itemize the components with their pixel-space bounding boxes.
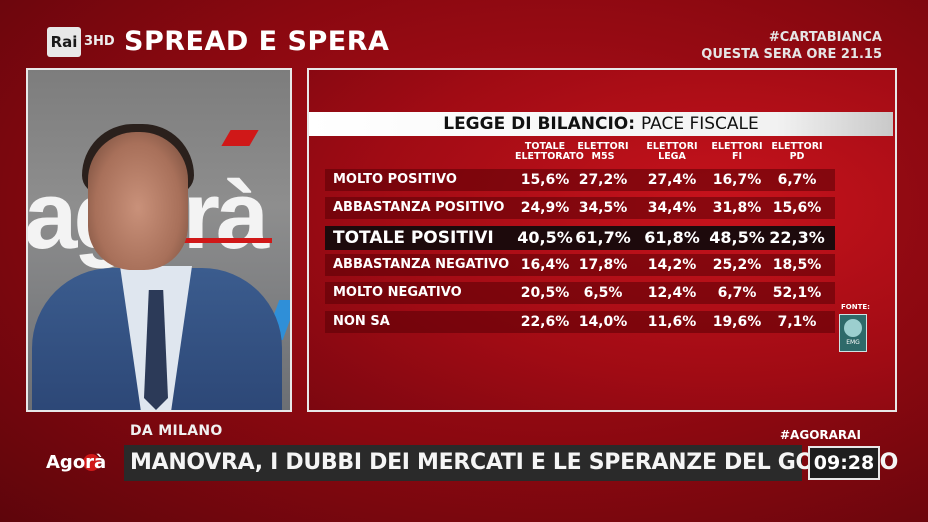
row-value: 14,0% — [578, 314, 628, 330]
row-value: 6,7% — [717, 285, 757, 301]
row-value: 15,6% — [772, 200, 822, 216]
column-header: ELETTORI LEGA — [642, 142, 702, 162]
row-label: ABBASTANZA NEGATIVO — [333, 257, 510, 272]
poll-row: MOLTO POSITIVO 15,6% 27,2% 27,4% 16,7% 6… — [325, 169, 835, 191]
row-value: 16,7% — [712, 172, 762, 188]
row-value: 6,7% — [777, 172, 817, 188]
poll-title-bold: LEGGE DI BILANCIO: — [443, 114, 636, 134]
row-value: 22,3% — [769, 228, 825, 247]
row-label: MOLTO NEGATIVO — [333, 285, 462, 300]
row-label: NON SA — [333, 314, 390, 329]
row-value: 61,7% — [575, 228, 631, 247]
row-value: 61,8% — [644, 228, 700, 247]
row-value: 52,1% — [772, 285, 822, 301]
headline-ticker: MANOVRA, I DUBBI DEI MERCATI E LE SPERAN… — [124, 445, 898, 481]
rai-logo: Rai — [47, 27, 81, 57]
column-header: ELETTORI M5S — [573, 142, 633, 162]
source-label: FONTE: — [841, 303, 870, 311]
row-value: 19,6% — [712, 314, 762, 330]
column-header-line1: TOTALE — [524, 141, 566, 152]
column-header-line2: M5S — [591, 151, 615, 162]
source-logo: EMG — [839, 314, 867, 352]
poll-row: ABBASTANZA NEGATIVO 16,4% 17,8% 14,2% 25… — [325, 254, 835, 276]
column-header-line2: FI — [731, 151, 743, 162]
clock: 09:28 — [808, 446, 880, 480]
column-header-line1: ELETTORI — [646, 141, 698, 152]
row-value: 25,2% — [712, 257, 762, 273]
headline-text: MANOVRA, I DUBBI DEI MERCATI E LE SPERAN… — [130, 450, 898, 475]
source-logo-icon — [844, 319, 862, 337]
studio-accent-red — [221, 130, 259, 146]
promo-time: QUESTA SERA ORE 21.15 — [701, 47, 882, 62]
column-header-line1: ELETTORI — [771, 141, 823, 152]
column-header-line2: ELETTORATO — [515, 151, 584, 162]
program-hashtag: #AGORARAI — [780, 428, 861, 442]
poll-row: MOLTO NEGATIVO 20,5% 6,5% 12,4% 6,7% 52,… — [325, 282, 835, 304]
row-value: 22,6% — [520, 314, 570, 330]
poll-row-total: TOTALE POSITIVI 40,5% 61,7% 61,8% 48,5% … — [325, 226, 835, 250]
row-value: 17,8% — [578, 257, 628, 273]
row-value: 16,4% — [520, 257, 570, 273]
program-logo-text: Agorà — [46, 452, 107, 473]
row-value: 40,5% — [517, 228, 573, 247]
row-value: 27,4% — [647, 172, 697, 188]
source-logo-text: EMG — [846, 339, 860, 346]
program-logo-dot-icon — [83, 454, 100, 471]
row-value: 12,4% — [647, 285, 697, 301]
row-label: TOTALE POSITIVI — [333, 228, 494, 248]
poll-row: ABBASTANZA POSITIVO 24,9% 34,5% 34,4% 31… — [325, 197, 835, 219]
row-value: 24,9% — [520, 200, 570, 216]
row-value: 6,5% — [583, 285, 623, 301]
row-value: 20,5% — [520, 285, 570, 301]
poll-panel: LEGGE DI BILANCIO: PACE FISCALE TOTALE E… — [307, 68, 897, 412]
promo-hashtag: #CARTABIANCA — [768, 30, 882, 45]
row-label: MOLTO POSITIVO — [333, 172, 457, 187]
column-header-line2: PD — [789, 151, 805, 162]
column-header: ELETTORI FI — [707, 142, 767, 162]
studio-red-line — [178, 238, 272, 243]
column-header-line1: ELETTORI — [711, 141, 763, 152]
row-value: 7,1% — [777, 314, 817, 330]
row-value: 14,2% — [647, 257, 697, 273]
row-value: 34,4% — [647, 200, 697, 216]
column-header-line1: ELETTORI — [577, 141, 629, 152]
column-header-line2: LEGA — [658, 151, 686, 162]
column-header: ELETTORI PD — [767, 142, 827, 162]
row-label: ABBASTANZA POSITIVO — [333, 200, 505, 215]
location-label: DA MILANO — [130, 423, 223, 439]
row-value: 48,5% — [709, 228, 765, 247]
program-logo: Agorà — [46, 446, 118, 480]
channel-number: 3HD — [84, 34, 115, 49]
poll-row: NON SA 22,6% 14,0% 11,6% 19,6% 7,1% — [325, 311, 835, 333]
row-value: 11,6% — [647, 314, 697, 330]
column-header: TOTALE ELETTORATO — [515, 141, 584, 162]
segment-title: SPREAD E SPERA — [124, 26, 390, 57]
row-value: 15,6% — [520, 172, 570, 188]
row-value: 27,2% — [578, 172, 628, 188]
presenter-face — [88, 132, 188, 270]
row-value: 18,5% — [772, 257, 822, 273]
presenter-video: agorà — [26, 68, 292, 412]
poll-title: LEGGE DI BILANCIO: PACE FISCALE — [309, 112, 893, 136]
row-value: 34,5% — [578, 200, 628, 216]
presenter-tie — [144, 290, 168, 410]
poll-title-rest: PACE FISCALE — [640, 114, 759, 134]
row-value: 31,8% — [712, 200, 762, 216]
